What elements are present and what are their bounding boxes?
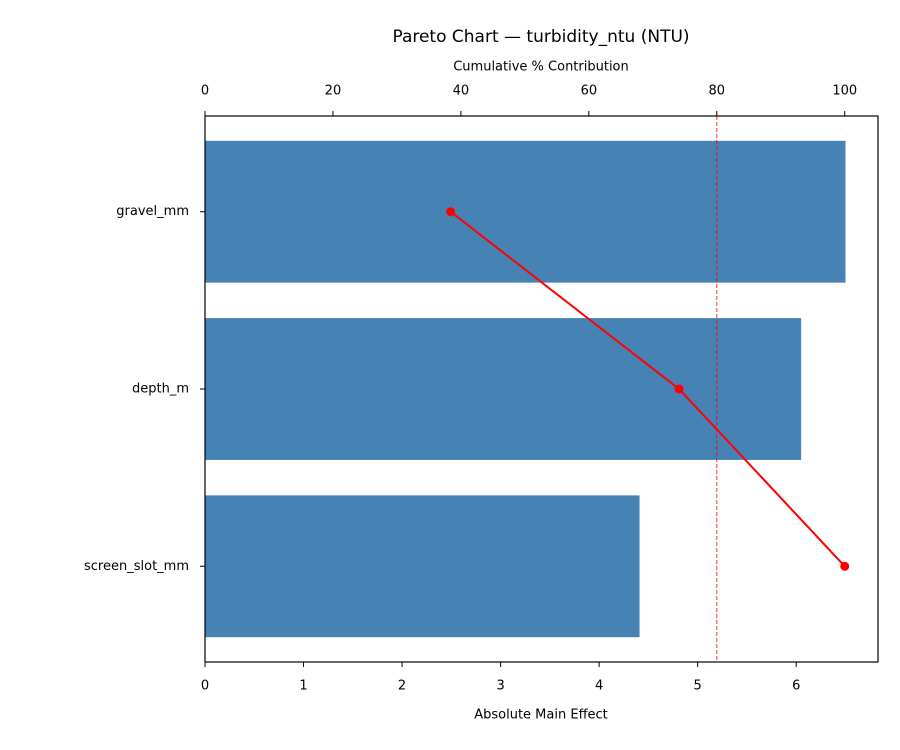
x2-tick-label: 20: [325, 84, 342, 99]
y-tick-label: screen_slot_mm: [84, 559, 189, 574]
x-tick-label: 6: [792, 679, 800, 694]
cumulative-point: [840, 561, 850, 571]
x2-axis-label: Cumulative % Contribution: [453, 60, 629, 75]
x-tick-label: 3: [496, 679, 504, 694]
x2-tick-label: 100: [832, 84, 857, 99]
x-axis-label: Absolute Main Effect: [474, 708, 608, 723]
x2-tick-label: 0: [201, 84, 209, 99]
bar: [205, 495, 640, 638]
chart-title: Pareto Chart — turbidity_ntu (NTU): [392, 27, 689, 47]
x-tick-label: 1: [299, 679, 307, 694]
x2-tick-label: 60: [581, 84, 598, 99]
x-tick-label: 0: [201, 679, 209, 694]
bar: [205, 318, 802, 460]
bar: [205, 140, 846, 283]
x-tick-label: 4: [595, 679, 603, 694]
y-tick-label: gravel_mm: [116, 204, 189, 219]
x-tick-label: 5: [694, 679, 702, 694]
cumulative-point: [674, 384, 684, 394]
x-tick-label: 2: [398, 679, 406, 694]
x2-tick-label: 80: [709, 84, 726, 99]
y-tick-label: depth_m: [132, 382, 189, 397]
cumulative-point: [446, 207, 456, 217]
x2-tick-label: 40: [453, 84, 470, 99]
